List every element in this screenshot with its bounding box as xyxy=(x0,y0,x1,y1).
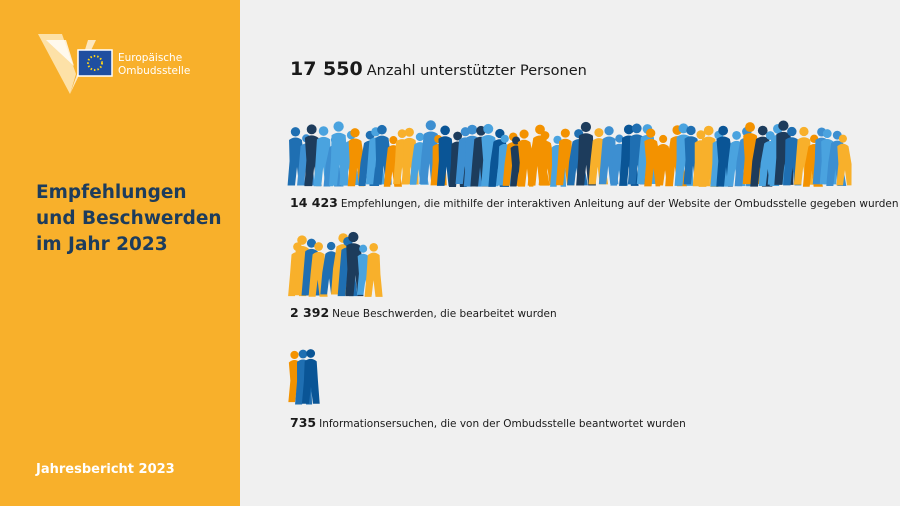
person-figure xyxy=(364,242,383,297)
item-label: Neue Beschwerden, die bearbeitet wurden xyxy=(332,308,557,320)
title-line: und Beschwerden xyxy=(36,208,222,229)
footer: Jahresbericht 2023 xyxy=(36,462,175,477)
sidebar: Europäische Ombudsstelle Empfehlungen un… xyxy=(0,0,240,506)
logo xyxy=(38,34,113,94)
total-value: 17 550 xyxy=(290,58,363,80)
item-label: Informationsersuchen, die von der Ombuds… xyxy=(319,418,686,430)
item-label: Empfehlungen, die mithilfe der interakti… xyxy=(340,198,899,210)
item-value: 735 xyxy=(290,415,317,430)
logo-text: Europäische xyxy=(118,52,183,64)
total: 17 550 Anzahl unterstützter Personen xyxy=(290,58,587,80)
item-value: 14 423 xyxy=(290,195,338,210)
item: 735 Informationsersuchen, die von der Omb… xyxy=(290,412,686,431)
title-line: im Jahr 2023 xyxy=(36,234,168,255)
total-label: Anzahl unterstützter Personen xyxy=(366,63,587,79)
person-figure xyxy=(538,131,555,186)
person-figure xyxy=(301,349,320,404)
title-line: Empfehlungen xyxy=(36,182,187,203)
item: 14 423 Empfehlungen, die mithilfe der int… xyxy=(290,192,899,211)
title: Empfehlungen und Beschwerden im Jahr 202… xyxy=(36,180,222,258)
item-value: 2 392 xyxy=(290,305,330,320)
item: 2 392 Neue Beschwerden, die bearbeitet wu… xyxy=(290,302,557,321)
person-figure xyxy=(836,134,852,186)
person-figure xyxy=(644,128,661,187)
logo-text: Ombudsstelle xyxy=(118,65,191,77)
